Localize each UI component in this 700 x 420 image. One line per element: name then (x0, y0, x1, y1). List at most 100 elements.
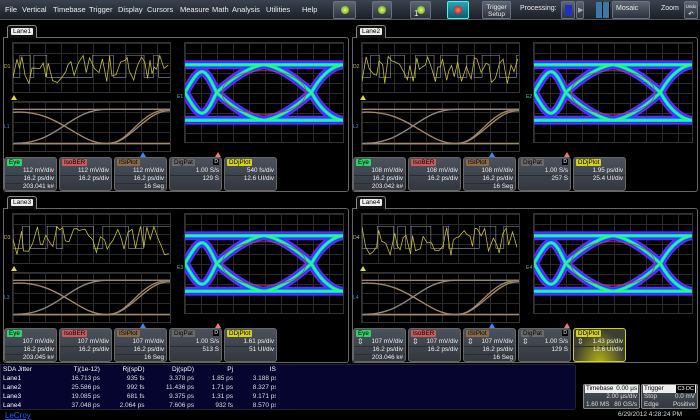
lane-tab[interactable]: Lane2 (356, 25, 386, 38)
isiplot-descriptor[interactable]: ISIPlot 108 mV/div 16.2 ps/div 16 Seg (463, 157, 516, 191)
undo-button[interactable]: Undo ↶ (684, 1, 698, 19)
isi-plot[interactable] (12, 101, 171, 152)
isober-value-1: 107 mV/div (426, 338, 459, 345)
isober-tag: IsoBER (62, 330, 88, 337)
menu-bar: File Vertical Timebase Trigger Display Cursor… (0, 0, 700, 20)
eye-value-2: 16.2 ps/div (23, 175, 54, 182)
digital-pattern-plot[interactable] (12, 42, 171, 93)
undo-icon: ↶ (688, 11, 694, 18)
eye-density-trace (534, 242, 567, 264)
menu-timebase[interactable]: Timebase (53, 5, 86, 14)
digpat-descriptor[interactable]: DigPat D 1.00 S/s 513 S (169, 328, 222, 362)
isi-channel-label: L1 (4, 124, 10, 130)
alarm-led-button[interactable] (333, 1, 356, 19)
isi-average-trace (13, 279, 170, 316)
digital-pattern-plot[interactable] (361, 42, 520, 93)
menu-measure[interactable]: Measure (180, 5, 210, 14)
trigger-descriptor[interactable]: Trigger C3 DC Stop 0.0 mV Edge Positive (641, 384, 698, 409)
digital-badge-icon: D (213, 159, 219, 165)
drag-arrows-icon[interactable]: ⇳ (522, 337, 529, 346)
eye-diagram[interactable] (184, 213, 344, 314)
menu-file[interactable]: File (5, 5, 18, 14)
isi-trace (13, 279, 170, 316)
eye-mask (221, 70, 307, 115)
isiplot-value-3: 16 Seg (493, 354, 513, 361)
eye-diagram[interactable] (533, 213, 693, 314)
ddjplot-tag: DDjPlot (227, 159, 253, 166)
eye-descriptor[interactable]: Eye 108 mV/div 16.2 ps/div 203.042 k# (353, 157, 406, 191)
eye-density-trace (185, 92, 218, 114)
eye-density-trace (310, 263, 343, 293)
timebase-descriptor[interactable]: Timebase 0.00 µs 2.00 µs/div 1.60 MS 80 … (583, 384, 640, 409)
date-time: 6/29/2012 4:28:24 PM (618, 411, 682, 418)
drag-arrows-icon[interactable]: ⇳ (412, 337, 419, 346)
lane-tab[interactable]: Lane4 (356, 196, 386, 209)
drag-arrows-icon[interactable]: ⇳ (467, 337, 474, 346)
isiplot-descriptor[interactable]: ISIPlot ⇳ 107 mV/div 16.2 ps/div 16 Seg (463, 328, 516, 362)
led-button[interactable] (372, 1, 392, 19)
processing-play-button[interactable]: ▶ (576, 1, 584, 19)
isi-plot[interactable] (12, 272, 171, 323)
isiplot-value-3: 16 Seg (493, 183, 513, 190)
processing-stop-button[interactable] (561, 1, 575, 19)
ddjplot-descriptor[interactable]: DDjPlot 540 fs/div 12.6 UI/div (224, 157, 277, 191)
single-led-button[interactable]: 1 (410, 1, 431, 19)
menu-vertical[interactable]: Vertical (22, 5, 47, 14)
digital-pattern-plot[interactable] (361, 213, 520, 264)
jitter-cell: Lane1 (3, 375, 22, 382)
digpat-marker-icon (215, 152, 221, 157)
isiplot-descriptor[interactable]: ISIPlot 112 mV/div 16.2 ps/div 16 Seg (114, 157, 167, 191)
lecroy-link[interactable]: LeCroy (5, 411, 31, 420)
eye-descriptor[interactable]: Eye 107 mV/div 16.2 ps/div 203.045 k# (4, 328, 57, 362)
isi-average-trace (362, 108, 519, 145)
mosaic-button[interactable]: Mosaic (612, 1, 650, 19)
menu-math[interactable]: Math (212, 5, 229, 14)
isi-plot[interactable] (361, 272, 520, 323)
mosaic-label: Mosaic (616, 5, 639, 12)
drag-arrows-icon[interactable]: ⇳ (577, 337, 584, 346)
sda-jitter-table-extension (276, 364, 576, 410)
menu-display[interactable]: Display (118, 5, 143, 14)
eye-value-1: 112 mV/div (22, 167, 54, 174)
menu-trigger[interactable]: Trigger (89, 5, 113, 14)
trigger-label: Trigger (644, 385, 664, 392)
isober-descriptor[interactable]: IsoBER 108 mV/div 16.2 ps/div (408, 157, 461, 191)
digpat-descriptor[interactable]: DigPat D 1.00 S/s 257 S (518, 157, 571, 191)
lane-tab[interactable]: Lane3 (7, 196, 37, 209)
jitter-cell: 9.375 ps (169, 393, 194, 400)
isiplot-descriptor[interactable]: ISIPlot 107 mV/div 16.2 ps/div 16 Seg (114, 328, 167, 362)
ddjplot-value-1: 1.95 ps/div (592, 167, 623, 174)
menu-utilities[interactable]: Utilities (266, 5, 291, 14)
timebase-label: Timebase (586, 385, 614, 392)
stop-led-button[interactable] (447, 1, 469, 19)
isi-plot[interactable] (361, 101, 520, 152)
menu-help[interactable]: Help (302, 5, 318, 14)
isober-descriptor[interactable]: IsoBER ⇳ 107 mV/div 16.2 ps/div (408, 328, 461, 362)
menu-analysis[interactable]: Analysis (232, 5, 260, 14)
menu-cursors[interactable]: Cursors (147, 5, 174, 14)
zoom-label[interactable]: Zoom (661, 5, 679, 12)
eye-diagram[interactable] (533, 42, 693, 143)
digpat-descriptor[interactable]: DigPat ⇳ D 1.00 S/s 129 S (518, 328, 571, 362)
lane-panel-4: Lane4 D4 L4 E4 Eye ⇳ 107 mV/div 16.2 ps/div 203.… (352, 195, 698, 363)
trigger-setup-button[interactable]: Trigger Setup (482, 1, 511, 19)
jitter-cell: 3.188 ps (252, 375, 278, 382)
lane-tab[interactable]: Lane1 (7, 25, 37, 38)
ddjplot-descriptor[interactable]: DDjPlot 1.95 ps/div 25.4 UI/div (573, 157, 626, 191)
mosaic-icon[interactable] (596, 2, 610, 18)
eye-descriptor[interactable]: Eye ⇳ 107 mV/div 16.2 ps/div 203.046 k# (353, 328, 406, 362)
digital-pattern-plot[interactable] (12, 213, 171, 264)
ddjplot-descriptor[interactable]: DDjPlot 1.61 ps/div 51 UI/div (224, 328, 277, 362)
ddjplot-descriptor[interactable]: DDjPlot ⇳ 1.43 ps/div 12.6 UI/div (573, 328, 626, 362)
isober-descriptor[interactable]: IsoBER 112 mV/div 16.2 ps/div (59, 157, 112, 191)
analog-trace (13, 54, 169, 85)
analog-trace (13, 225, 170, 256)
digpat-marker-icon (215, 323, 221, 328)
isober-descriptor[interactable]: IsoBER 107 mV/div 16.2 ps/div (59, 328, 112, 362)
eye-descriptor[interactable]: Eye 112 mV/div 16.2 ps/div 203.041 k# (4, 157, 57, 191)
eye-diagram[interactable] (184, 42, 344, 143)
eye-value-3: 203.041 k# (22, 183, 54, 190)
drag-arrows-icon[interactable]: ⇳ (357, 337, 364, 346)
timebase-delay: 0.00 µs (616, 385, 637, 392)
digpat-descriptor[interactable]: DigPat D 1.00 S/s 129 S (169, 157, 222, 191)
